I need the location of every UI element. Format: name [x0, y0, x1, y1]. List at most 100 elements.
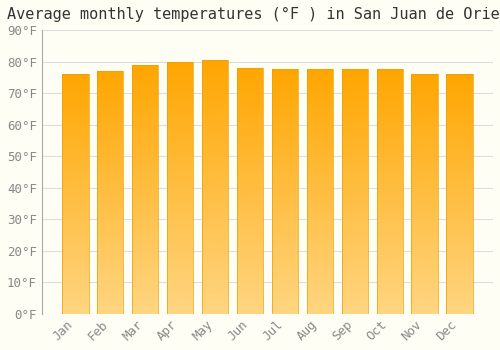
Bar: [62, 235, 88, 237]
Bar: [167, 266, 193, 268]
Bar: [132, 266, 158, 269]
Bar: [272, 70, 298, 314]
Bar: [272, 153, 298, 155]
Bar: [202, 60, 228, 63]
Bar: [132, 281, 158, 284]
Bar: [167, 256, 193, 258]
Bar: [202, 223, 228, 225]
Bar: [97, 188, 124, 190]
Bar: [62, 146, 88, 148]
Bar: [202, 256, 228, 258]
Bar: [272, 209, 298, 211]
Bar: [446, 163, 472, 165]
Bar: [132, 120, 158, 122]
Bar: [132, 249, 158, 252]
Bar: [202, 217, 228, 220]
Bar: [202, 134, 228, 136]
Bar: [202, 228, 228, 230]
Bar: [237, 161, 263, 164]
Bar: [62, 261, 88, 264]
Bar: [342, 223, 368, 226]
Bar: [412, 184, 438, 187]
Bar: [202, 116, 228, 118]
Bar: [376, 99, 402, 101]
Bar: [132, 259, 158, 261]
Bar: [237, 294, 263, 296]
Bar: [446, 180, 472, 182]
Bar: [202, 78, 228, 80]
Bar: [342, 240, 368, 243]
Bar: [97, 222, 124, 224]
Bar: [412, 268, 438, 271]
Bar: [306, 282, 333, 285]
Bar: [167, 127, 193, 130]
Bar: [412, 285, 438, 287]
Bar: [412, 189, 438, 191]
Bar: [306, 309, 333, 312]
Bar: [132, 199, 158, 202]
Bar: [272, 133, 298, 135]
Bar: [62, 191, 88, 194]
Bar: [202, 192, 228, 195]
Bar: [376, 145, 402, 148]
Bar: [97, 151, 124, 154]
Bar: [306, 82, 333, 84]
Bar: [272, 82, 298, 84]
Bar: [306, 255, 333, 258]
Bar: [167, 248, 193, 251]
Bar: [167, 82, 193, 84]
Bar: [237, 247, 263, 250]
Bar: [342, 148, 368, 150]
Bar: [342, 206, 368, 209]
Bar: [412, 304, 438, 307]
Bar: [342, 91, 368, 94]
Bar: [412, 275, 438, 278]
Bar: [412, 244, 438, 247]
Bar: [237, 159, 263, 161]
Bar: [202, 263, 228, 266]
Bar: [376, 304, 402, 307]
Bar: [132, 85, 158, 87]
Bar: [167, 177, 193, 180]
Bar: [342, 145, 368, 148]
Bar: [446, 122, 472, 125]
Bar: [167, 271, 193, 273]
Bar: [132, 125, 158, 127]
Bar: [202, 111, 228, 113]
Bar: [97, 207, 124, 209]
Bar: [132, 97, 158, 100]
Bar: [167, 261, 193, 263]
Bar: [342, 99, 368, 101]
Bar: [202, 146, 228, 149]
Bar: [412, 74, 438, 77]
Bar: [62, 175, 88, 177]
Bar: [167, 180, 193, 183]
Bar: [202, 306, 228, 309]
Bar: [62, 199, 88, 201]
Bar: [237, 188, 263, 191]
Bar: [412, 239, 438, 242]
Bar: [62, 220, 88, 223]
Bar: [202, 162, 228, 164]
Bar: [376, 96, 402, 99]
Bar: [446, 275, 472, 278]
Bar: [446, 304, 472, 307]
Bar: [376, 155, 402, 158]
Bar: [202, 235, 228, 238]
Bar: [132, 159, 158, 162]
Bar: [376, 267, 402, 270]
Bar: [202, 172, 228, 174]
Bar: [167, 236, 193, 238]
Bar: [237, 287, 263, 289]
Bar: [97, 204, 124, 207]
Bar: [412, 218, 438, 220]
Bar: [342, 170, 368, 172]
Bar: [342, 250, 368, 253]
Bar: [342, 216, 368, 218]
Bar: [306, 184, 333, 187]
Bar: [342, 258, 368, 260]
Bar: [237, 289, 263, 292]
Bar: [97, 219, 124, 222]
Bar: [237, 156, 263, 159]
Bar: [412, 256, 438, 259]
